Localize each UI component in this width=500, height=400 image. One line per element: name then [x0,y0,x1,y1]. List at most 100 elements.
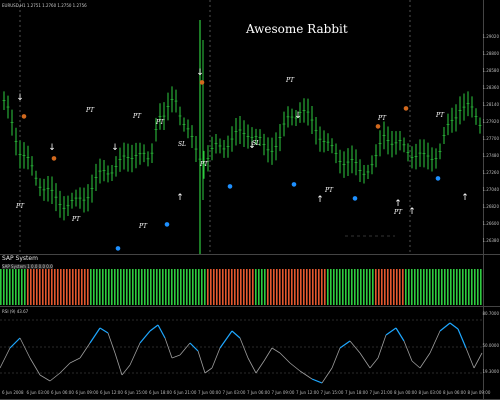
sap-bar [204,269,206,305]
time-label: 7 Jun 09:00 [271,390,295,395]
rsi-segment [149,324,159,332]
sap-bar [165,269,167,305]
signal-arrow: ↓ [111,143,119,153]
sap-bar [48,269,50,305]
sap-bar [333,269,335,305]
signal-dot: ● [403,105,408,112]
sap-bar [243,269,245,305]
sap-bar [408,269,410,305]
sap-bar [45,269,47,305]
rsi-segment [157,324,166,339]
rsi-segment [197,350,206,374]
signal-arrow: ↑ [176,193,184,203]
sap-bar [339,269,341,305]
sap-bar [303,269,305,305]
sap-bar [429,269,431,305]
signal-arrow: ↑ [408,207,416,217]
sap-bar [402,269,404,305]
sap-bar [258,269,260,305]
sap-bar [174,269,176,305]
sap-bar [288,269,290,305]
sap-bar [450,269,452,305]
rsi-segment [239,337,249,359]
rsi-segment [9,337,21,349]
time-label: 7 Jun 15:00 [320,390,344,395]
rsi-segment [279,352,291,364]
sap-bar [375,269,377,305]
time-label: 7 Jun 12:00 [296,390,319,395]
rsi-segment [271,347,281,354]
price-candles: ↓↓↓↓↓↓↑↑↑↑↑↑PTPTPTPTPTPTPTPTPTPTPTPTSLSL… [2,0,482,254]
sap-bar [297,269,299,305]
price-label: 1.28140 [482,102,499,107]
sap-bar [51,269,53,305]
sap-bar [93,269,95,305]
price-pane[interactable]: ↓↓↓↓↓↓↑↑↑↑↑↑PTPTPTPTPTPTPTPTPTPTPTPTSLSL… [0,0,500,255]
sap-pane[interactable]: SAP System SAP System 1 0.0 0.0 0.0 [0,255,500,307]
signal-label: PT [199,161,209,168]
time-label: 6 Jun 21:00 [173,390,197,395]
sap-bar [108,269,110,305]
sap-bar [54,269,56,305]
sap-bar [270,269,272,305]
sap-info: SAP System 1 0.0 0.0 0.0 [2,264,53,269]
sap-bar [186,269,188,305]
sap-bar [363,269,365,305]
sap-bar [63,269,65,305]
sap-bar [18,269,20,305]
sap-bar [9,269,11,305]
sap-bar [264,269,266,305]
rsi-segment [289,362,301,372]
sap-bar [156,269,158,305]
signal-dot: ● [435,175,440,182]
sap-bar [345,269,347,305]
price-label: 1.28580 [482,68,499,73]
signal-dot: ● [51,155,56,162]
signal-arrow: ↓ [48,143,56,153]
sap-bar [60,269,62,305]
sap-bar [141,269,143,305]
sap-bar [417,269,419,305]
sap-bar [279,269,281,305]
rsi-pane[interactable]: RSI (9) 43.67 80.7000 50.0000 19.3000 [0,307,500,400]
sap-bar [138,269,140,305]
rsi-segment [129,342,141,366]
rsi-segment [49,372,61,382]
signal-arrow: ↑ [461,193,469,203]
sap-bar [150,269,152,305]
sap-bar [105,269,107,305]
sap-bar [198,269,200,305]
sap-bar [312,269,314,305]
sap-bar [27,269,29,305]
sap-bar [369,269,371,305]
sap-bar [21,269,23,305]
sap-bar [129,269,131,305]
price-label: 1.26820 [482,204,499,209]
time-axis: 6 Jun 2008 6 Jun 03:00 6 Jun 06:00 6 Jun 09… [0,388,490,400]
sap-bar [336,269,338,305]
sap-bar [384,269,386,305]
signal-label: PT [435,112,445,119]
rsi-segment [429,330,441,354]
sap-bar [66,269,68,305]
sap-bar [462,269,464,305]
sap-bar [6,269,8,305]
time-label: 8 Jun 00:00 [394,390,417,395]
rsi-segment [89,327,101,344]
rsi-segment [171,354,181,359]
rsi-segment [439,322,451,332]
rsi-segment [59,362,71,374]
rsi-segment [189,342,199,352]
price-label: 1.29020 [482,34,499,39]
rsi-segment [69,357,81,364]
sap-bar [306,269,308,305]
sap-bar [69,269,71,305]
sap-bar [123,269,125,305]
sap-bar [435,269,437,305]
rsi-segment [359,352,371,369]
rsi-segment [39,374,51,382]
time-label: 7 Jun 00:00 [198,390,221,395]
rsi-segment [29,357,41,376]
rsi-segment [211,347,221,369]
